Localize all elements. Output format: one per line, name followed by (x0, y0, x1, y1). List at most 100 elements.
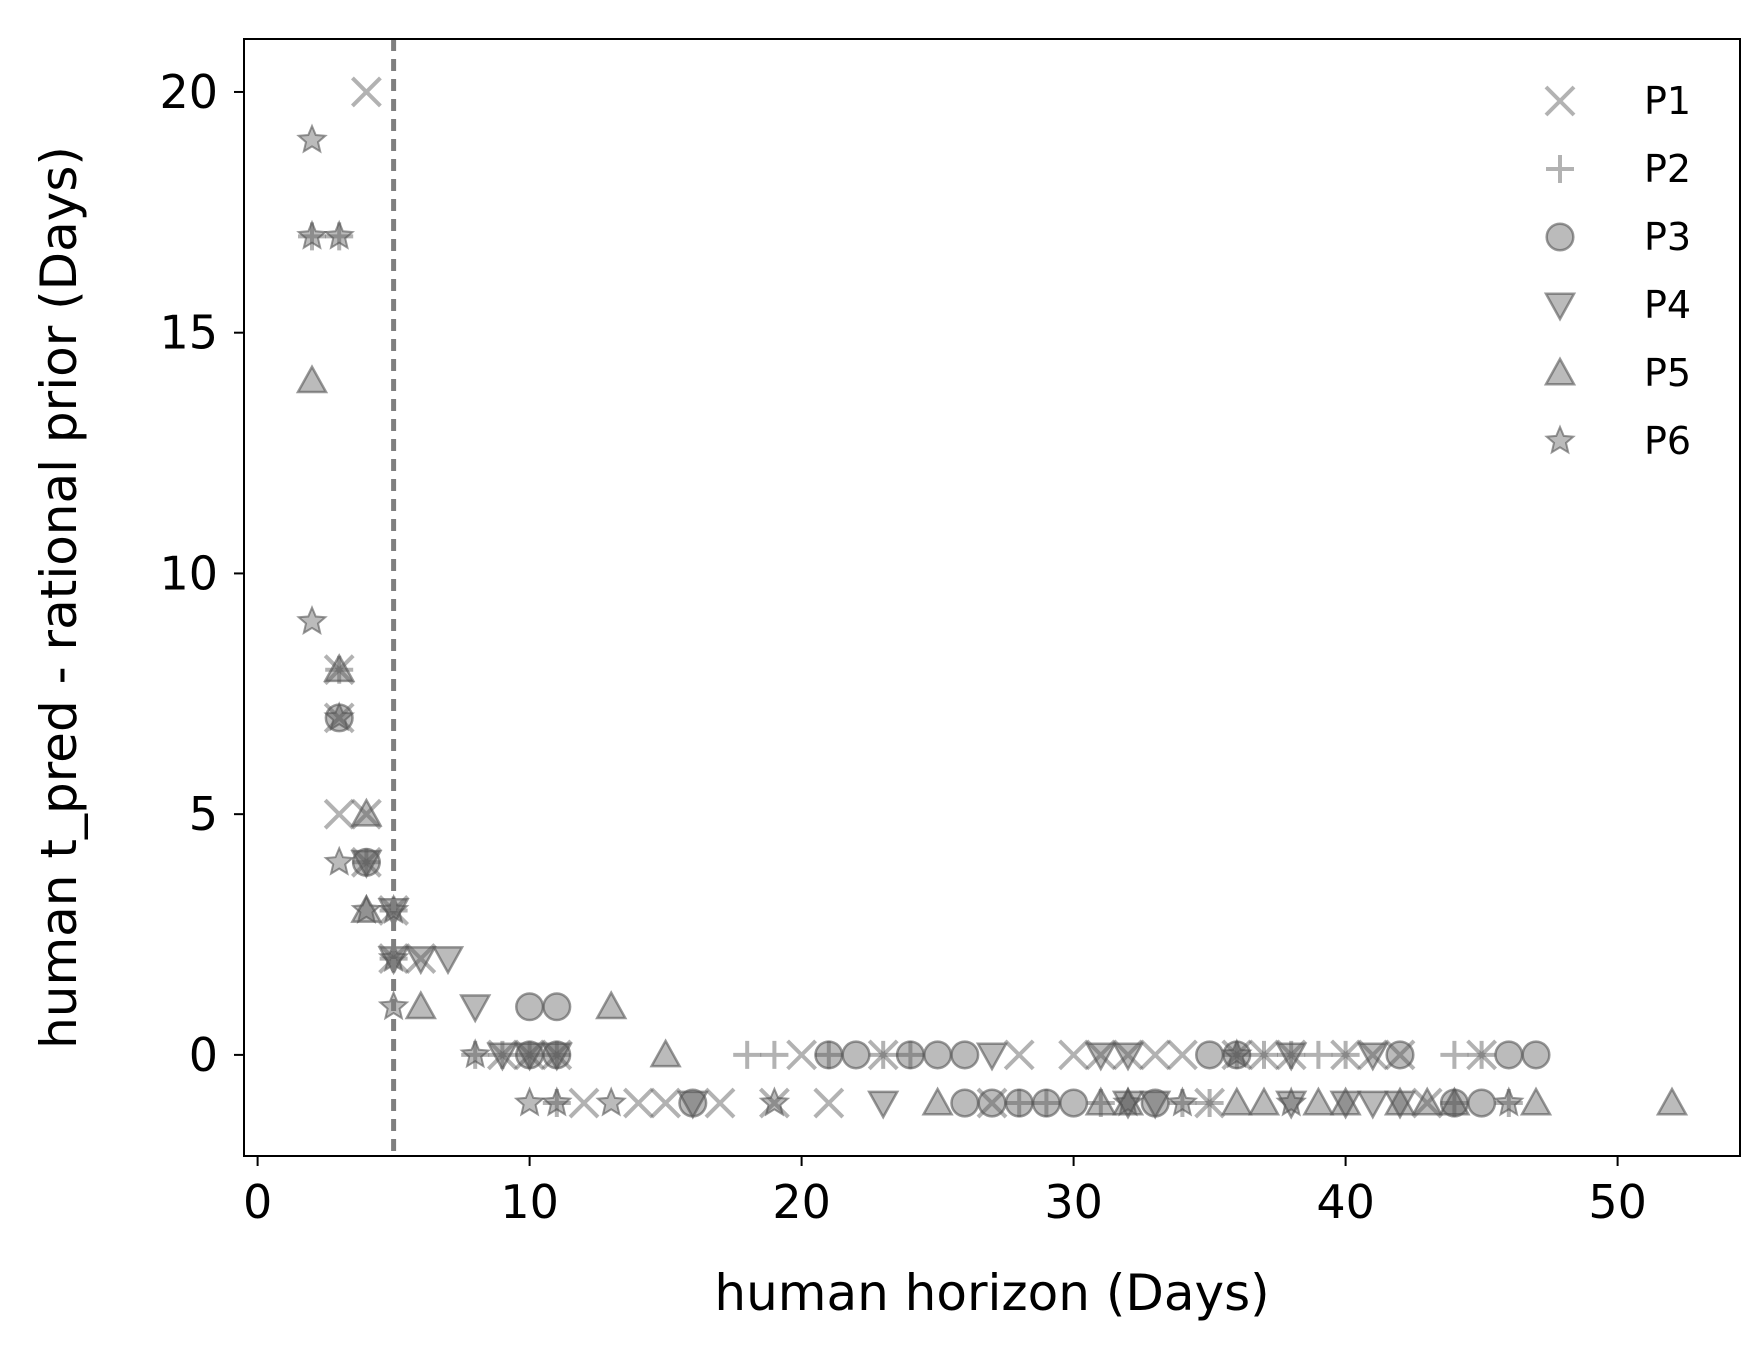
data-point (975, 1042, 1009, 1072)
data-point (1331, 1040, 1360, 1069)
data-point (1356, 1090, 1389, 1120)
data-point (622, 1087, 654, 1119)
data-point (921, 1086, 954, 1116)
data-point (323, 653, 356, 683)
data-point (1084, 1042, 1117, 1072)
data-point (542, 992, 572, 1022)
data-point (1493, 1086, 1525, 1117)
data-point (841, 1040, 871, 1070)
data-point (1467, 1088, 1497, 1118)
data-point (1084, 1086, 1117, 1116)
data-point (568, 1087, 600, 1119)
series-p6 (296, 123, 1525, 1117)
y-tick-label: 20 (159, 65, 218, 119)
legend-marker (1543, 292, 1577, 322)
x-tick-label: 10 (500, 1175, 559, 1229)
data-point (1277, 1040, 1306, 1069)
data-point (1275, 1039, 1307, 1071)
data-point (1166, 1086, 1199, 1117)
data-point (869, 1040, 898, 1069)
data-point (1440, 1089, 1469, 1118)
data-point (1329, 1086, 1362, 1116)
data-point (1195, 1040, 1225, 1070)
data-point (486, 1039, 518, 1071)
legend-marker (1545, 222, 1575, 252)
y-tick-label: 5 (189, 787, 218, 841)
legend-label: P4 (1644, 283, 1691, 327)
series-p5 (295, 364, 1689, 1116)
data-point (1329, 1090, 1362, 1120)
data-point (1302, 1086, 1335, 1116)
data-point (950, 1040, 980, 1070)
data-point (1112, 1086, 1144, 1117)
y-tick-label: 10 (159, 546, 218, 600)
data-point (1275, 1086, 1307, 1117)
legend-marker (1544, 424, 1576, 455)
data-point (1467, 1040, 1496, 1069)
data-point (758, 1086, 791, 1117)
data-point (431, 946, 465, 976)
y-tick-label: 15 (159, 306, 218, 360)
data-point (733, 1040, 762, 1069)
x-tick-label: 50 (1588, 1175, 1647, 1229)
data-point (323, 701, 355, 732)
data-point (595, 1086, 627, 1117)
series-p2 (298, 222, 1523, 1118)
data-point (486, 1042, 519, 1072)
data-point (813, 1087, 845, 1119)
plot-frame (243, 38, 1741, 1157)
data-point (323, 654, 355, 686)
legend-marker (1544, 85, 1576, 117)
data-point (325, 655, 354, 684)
data-point (814, 1040, 843, 1069)
data-point (1521, 1040, 1551, 1070)
data-point (350, 76, 382, 108)
data-point (350, 797, 383, 827)
data-point (1112, 1039, 1144, 1071)
data-point (488, 1040, 517, 1069)
data-point (323, 798, 355, 830)
legend-label: P5 (1644, 351, 1691, 395)
data-point (350, 893, 383, 924)
series-p4 (350, 849, 1417, 1120)
data-point (323, 845, 355, 876)
data-point (1003, 1039, 1035, 1071)
data-point (1383, 1086, 1417, 1116)
data-point (1275, 1042, 1308, 1072)
data-point (296, 123, 328, 154)
data-point (1383, 1090, 1417, 1120)
data-point (1385, 1040, 1415, 1070)
data-point (1004, 1088, 1034, 1118)
data-point (1195, 1089, 1224, 1118)
data-point (676, 1090, 709, 1120)
data-point (1466, 1039, 1498, 1071)
data-point (541, 1086, 573, 1117)
data-point (923, 1040, 953, 1070)
data-point (867, 1039, 899, 1071)
data-point (1085, 1039, 1117, 1071)
data-point (542, 1040, 571, 1069)
data-point (540, 1042, 573, 1072)
data-point (323, 219, 355, 250)
data-point (1250, 1040, 1278, 1069)
data-point (1519, 1086, 1553, 1116)
data-point (352, 848, 381, 877)
y-tick-label: 0 (189, 1028, 218, 1082)
x-tick-label: 20 (772, 1175, 831, 1229)
data-point (1086, 1089, 1115, 1118)
data-point (1005, 1089, 1034, 1118)
data-point (950, 1088, 980, 1118)
data-point (895, 1040, 925, 1070)
data-point (1032, 1089, 1061, 1118)
data-point (350, 798, 382, 830)
data-point (404, 946, 437, 976)
data-point (896, 1040, 925, 1069)
series-p3 (324, 703, 1551, 1118)
x-tick-label: 40 (1316, 1175, 1375, 1229)
data-point (814, 1040, 844, 1070)
data-point (1357, 1039, 1389, 1071)
data-point (1411, 1087, 1443, 1119)
data-point (595, 990, 628, 1020)
legend-label: P6 (1644, 419, 1691, 463)
data-point (1220, 1086, 1253, 1116)
